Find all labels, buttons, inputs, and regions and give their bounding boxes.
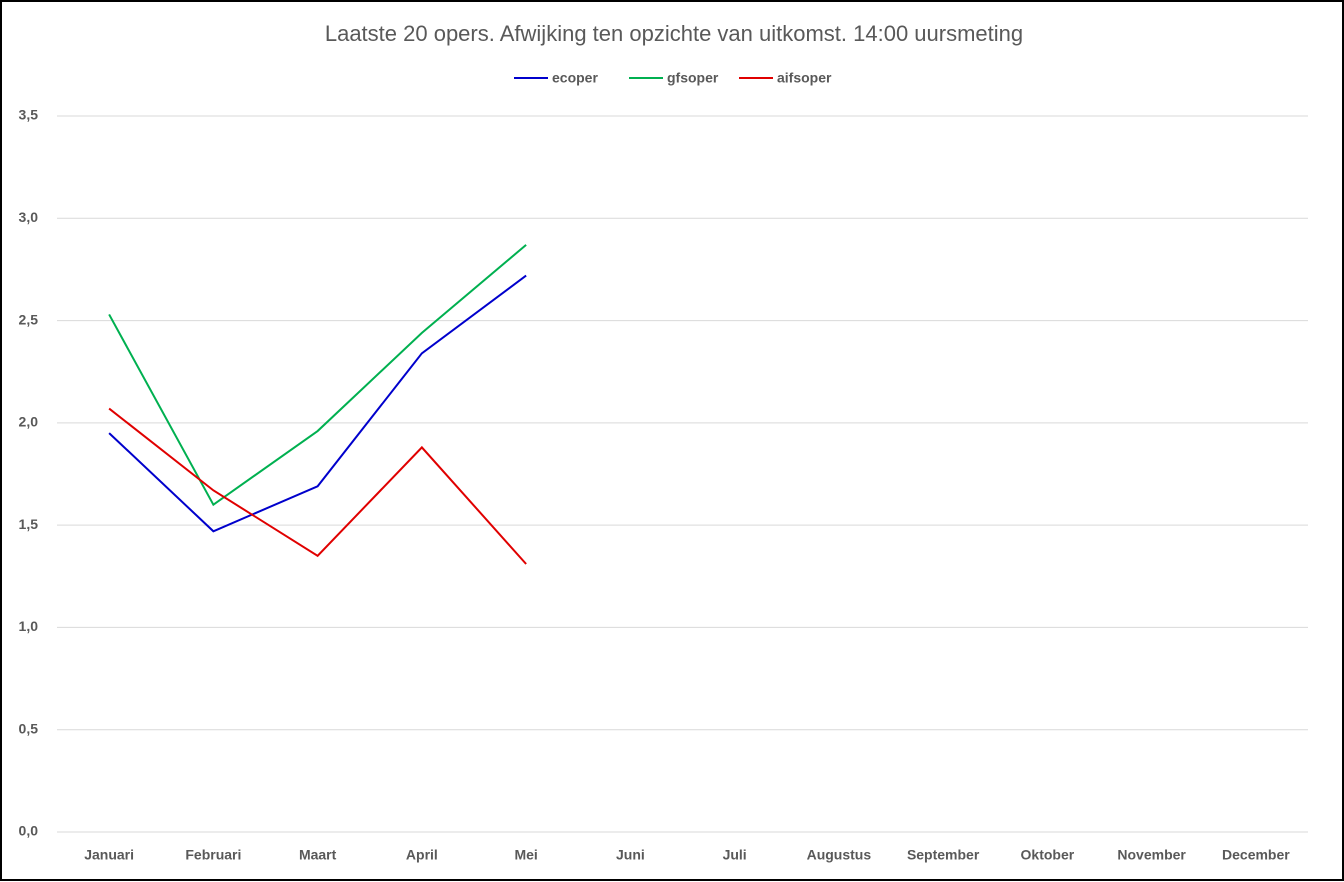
x-tick-label: Augustus	[807, 847, 872, 863]
x-tick-label: April	[406, 847, 438, 863]
x-tick-label: Juni	[616, 847, 645, 863]
y-tick-label: 2,5	[19, 311, 39, 327]
chart-title: Laatste 20 opers. Afwijking ten opzichte…	[325, 21, 1023, 46]
series-line	[108, 407, 527, 565]
y-tick-label: 1,0	[19, 618, 39, 634]
series-line	[108, 274, 527, 533]
legend-label: ecoper	[552, 70, 598, 86]
x-tick-label: December	[1222, 847, 1290, 863]
x-tick-label: Maart	[299, 847, 337, 863]
y-tick-label: 0,0	[19, 823, 39, 839]
x-tick-label: Juli	[723, 847, 747, 863]
x-tick-label: September	[907, 847, 980, 863]
series-line	[108, 244, 527, 507]
legend-label: aifsoper	[777, 70, 832, 86]
x-tick-label: Februari	[185, 847, 241, 863]
legend-label: gfsoper	[667, 70, 719, 86]
y-tick-label: 3,0	[19, 209, 39, 225]
x-tick-label: November	[1117, 847, 1186, 863]
y-tick-label: 1,5	[19, 516, 39, 532]
y-tick-label: 2,0	[19, 414, 39, 430]
x-tick-label: Mei	[514, 847, 537, 863]
x-tick-label: Oktober	[1021, 847, 1075, 863]
x-tick-label: Januari	[84, 847, 134, 863]
y-tick-label: 3,5	[19, 107, 39, 123]
y-tick-label: 0,5	[19, 720, 39, 736]
